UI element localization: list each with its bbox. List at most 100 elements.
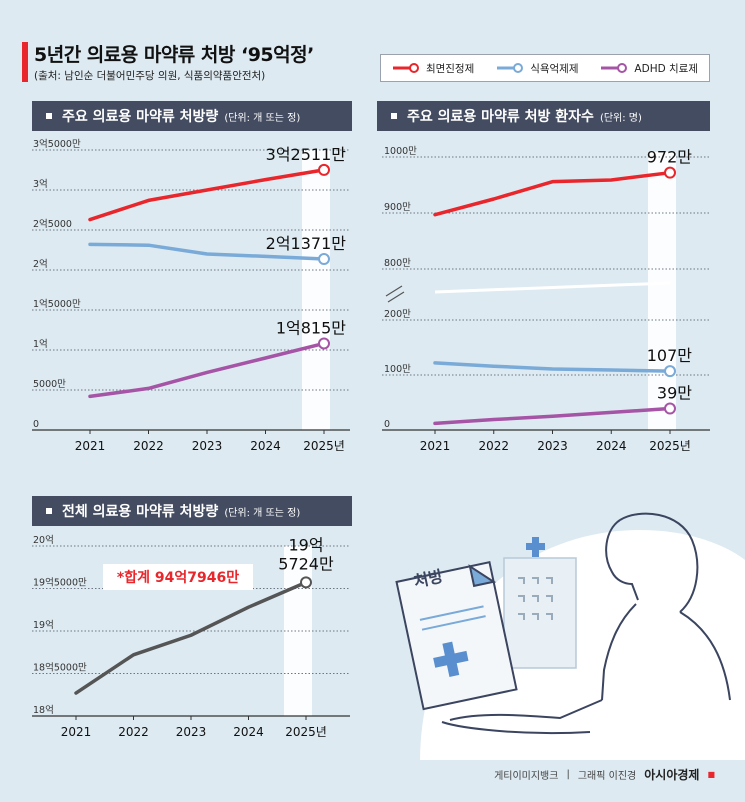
axis-break-line <box>434 281 671 294</box>
series-line <box>88 242 326 261</box>
panel-title-volume: 주요 의료용 마약류 처방량 <box>62 109 219 125</box>
legend-swatch-hypnotic <box>392 63 419 73</box>
x-tick-label: 2021 <box>75 439 106 453</box>
x-tick-label: 2025년 <box>285 725 327 739</box>
panel-header-total: 전체 의료용 마약류 처방량 (단위: 개 또는 정) <box>32 496 352 526</box>
panel-header-patients: 주요 의료용 마약류 처방 환자수 (단위: 명) <box>377 101 710 131</box>
x-tick-label: 2022 <box>118 725 149 739</box>
hospital-building-icon <box>503 537 577 669</box>
legend-item-hypnotic: 최면진정제 <box>392 61 474 76</box>
data-label: 1억815만 <box>276 318 346 337</box>
highlight-band <box>648 152 670 430</box>
legend: 최면진정제 식욕억제제 ADHD 치료제 <box>380 54 710 82</box>
data-label: 39만 <box>657 384 692 403</box>
series-line <box>88 341 326 399</box>
y-tick-label: 1000만 <box>384 146 417 157</box>
legend-swatch-appetite <box>497 63 524 73</box>
y-tick-label: 0 <box>33 419 39 430</box>
x-tick-label: 2024 <box>233 725 264 739</box>
x-tick-label: 2023 <box>192 439 223 453</box>
y-tick-label: 19억5000만 <box>33 577 87 589</box>
panel-header-volume: 주요 의료용 마약류 처방량 (단위: 개 또는 정) <box>32 101 352 131</box>
series-end-point <box>300 576 312 589</box>
credit-line: 게티이미지뱅크 | 그래픽 이진경 아시아경제 ■ <box>494 766 715 783</box>
axis-break-mark <box>385 285 403 297</box>
legend-item-adhd: ADHD 치료제 <box>600 61 698 76</box>
series-end-point <box>318 337 330 350</box>
chart-total: 18억 18억5000만 19억 19억5000만 20억 2021 2022 2023 202… <box>32 534 350 739</box>
total-annotation-box <box>103 564 253 590</box>
y-tick-label: 900만 <box>384 202 411 213</box>
illustration-backdrop <box>420 530 745 760</box>
x-tick-label: 2024 <box>596 439 627 453</box>
brand-mark-icon: ■ <box>707 770 715 779</box>
highlight-band <box>324 150 330 430</box>
y-tick-label: 100만 <box>384 364 411 375</box>
series-end-point <box>318 163 330 176</box>
series-line <box>88 168 326 222</box>
x-tick-label: 2023 <box>537 439 568 453</box>
x-tick-label: 2022 <box>478 439 509 453</box>
total-annotation: *합계 94억7946만 <box>117 569 239 586</box>
y-tick-label: 5000만 <box>33 379 66 390</box>
brand-logo: 아시아경제 <box>644 768 700 782</box>
series-line <box>74 580 308 695</box>
y-tick-label: 18억 <box>33 704 54 716</box>
panel-bullet <box>391 113 397 119</box>
data-label: 5724만 <box>278 554 334 573</box>
legend-label-adhd: ADHD 치료제 <box>634 62 698 75</box>
series-end-point <box>664 166 676 179</box>
panel-title-total: 전체 의료용 마약류 처방량 <box>62 504 219 520</box>
series-end-point <box>664 402 676 415</box>
title-accent-bar <box>22 42 28 82</box>
person-icon <box>441 512 731 735</box>
doctor-illustration: 처방 <box>395 512 745 760</box>
data-label: 107만 <box>647 346 693 365</box>
panel-bullet <box>46 113 52 119</box>
highlight-band <box>302 150 324 430</box>
y-tick-label: 1억 <box>33 338 48 350</box>
y-tick-label: 2억5000 <box>33 218 72 230</box>
panel-unit-volume: (단위: 개 또는 정) <box>224 112 301 124</box>
credit-graphic: 그래픽 이진경 <box>577 771 637 782</box>
x-tick-label: 2025년 <box>649 439 691 453</box>
legend-swatch-adhd <box>601 63 628 73</box>
x-tick-label: 2025년 <box>303 439 345 453</box>
panel-unit-patients: (단위: 명) <box>599 112 642 124</box>
series-end-point <box>664 365 676 378</box>
highlight-band <box>670 152 676 430</box>
data-label: 972만 <box>647 148 693 167</box>
axis-break-mark <box>387 291 405 303</box>
y-tick-label: 0 <box>384 419 390 430</box>
legend-label-hypnotic: 최면진정제 <box>425 62 475 75</box>
x-tick-label: 2021 <box>420 439 451 453</box>
data-label: 19억 <box>288 535 323 554</box>
y-tick-label: 19억 <box>33 619 54 631</box>
y-tick-label: 2억 <box>33 258 48 270</box>
data-label: 2억1371만 <box>266 234 347 253</box>
legend-label-appetite: 식욕억제제 <box>530 62 579 75</box>
page-title: 5년간 의료용 마약류 처방 ‘95억정’ <box>34 44 314 66</box>
series-end-point <box>318 253 330 266</box>
y-tick-label: 200만 <box>384 309 411 320</box>
series-line <box>433 406 672 426</box>
credit-photo: 게티이미지뱅크 <box>494 771 559 782</box>
panel-bullet <box>46 508 52 514</box>
y-tick-label: 3억 <box>33 178 48 190</box>
data-label: 3억2511만 <box>266 145 347 164</box>
chart-volume: 0 5000만 1억 1억5000만 2억 2억5000 3억 3억5000만 2021 2022… <box>32 138 350 453</box>
series-line <box>433 361 672 373</box>
panel-title-patients: 주요 의료용 마약류 처방 환자수 <box>407 109 594 125</box>
credit-separator: | <box>566 769 570 780</box>
y-tick-label: 1억5000만 <box>33 298 81 310</box>
x-tick-label: 2023 <box>176 725 207 739</box>
y-tick-label: 20억 <box>33 534 54 546</box>
series-line <box>433 170 672 217</box>
source-note: (출처: 남인순 더불어민주당 의원, 식품의약품안전처) <box>34 70 266 82</box>
y-tick-label: 800만 <box>384 258 411 269</box>
legend-item-appetite: 식욕억제제 <box>496 61 579 76</box>
y-tick-label: 3억5000만 <box>33 138 81 150</box>
x-tick-label: 2022 <box>133 439 164 453</box>
x-tick-label: 2021 <box>61 725 92 739</box>
prescription-document-icon <box>395 560 518 711</box>
